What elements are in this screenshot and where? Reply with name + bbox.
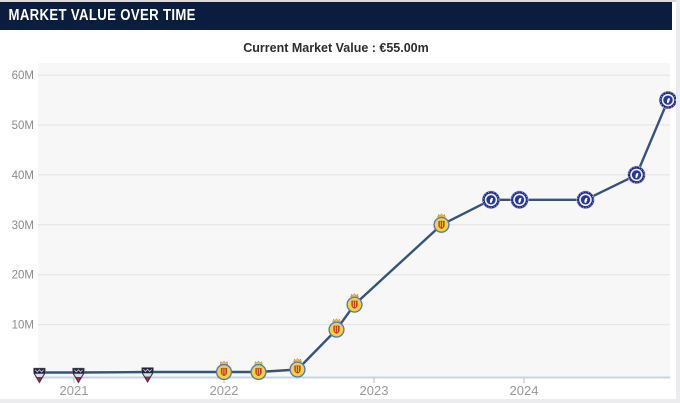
x-axis-year-label: 2021 <box>60 383 89 398</box>
page-edge-bottom <box>0 399 680 403</box>
data-point-mirandes-crest-icon[interactable] <box>141 367 154 384</box>
y-axis-tick-label: 10M <box>12 320 34 332</box>
market-value-line <box>38 98 670 374</box>
y-axis-tick-label: 50M <box>12 120 34 132</box>
data-point-chelsea-crest-icon[interactable] <box>627 165 646 185</box>
x-axis-year-label: 2024 <box>510 383 539 398</box>
y-axis-tick-label: 40M <box>12 170 34 182</box>
page-title: MARKET VALUE OVER TIME <box>8 7 196 24</box>
y-axis-tick-label: 30M <box>12 220 34 232</box>
x-axis-year-label: 2022 <box>210 383 239 398</box>
data-point-chelsea-crest-icon[interactable] <box>576 190 595 210</box>
current-market-value-label: Current Market Value : €55.00m <box>243 41 429 55</box>
page-edge-right <box>676 0 680 403</box>
data-point-mirandes-crest-icon[interactable] <box>33 367 46 384</box>
page-edge-top <box>0 0 680 2</box>
x-axis-year-label: 2023 <box>360 383 389 398</box>
data-point-chelsea-crest-icon[interactable] <box>658 90 678 110</box>
data-point-chelsea-crest-icon[interactable] <box>481 190 501 210</box>
panel-header: MARKET VALUE OVER TIME <box>0 2 672 30</box>
y-axis-tick-label: 60M <box>12 70 34 82</box>
plot-area <box>38 63 670 377</box>
data-point-chelsea-crest-icon[interactable] <box>510 190 529 210</box>
y-axis-tick-label: 20M <box>12 270 34 282</box>
